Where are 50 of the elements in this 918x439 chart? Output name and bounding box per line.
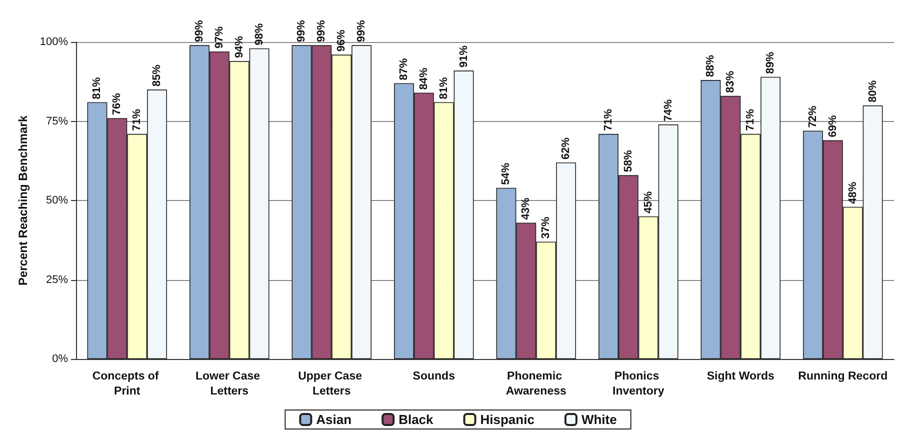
legend-label: Asian	[316, 412, 352, 427]
data-label: 71%	[602, 108, 614, 131]
data-label: 48%	[846, 182, 859, 204]
data-label: 85%	[151, 64, 164, 87]
data-label: 89%	[764, 52, 777, 74]
data-label: 62%	[560, 137, 572, 160]
data-label: 83%	[724, 70, 737, 93]
y-axis-title: Percent Reaching Benchmark	[16, 115, 30, 286]
x-tick-label: Concepts of Print	[92, 370, 162, 398]
y-tick-label: 0%	[52, 353, 68, 365]
data-label: 71%	[131, 108, 144, 131]
x-tick-label: Phonics Inventory	[612, 370, 665, 398]
data-label: 99%	[316, 20, 328, 42]
data-label: 43%	[520, 197, 532, 220]
data-label: 37%	[540, 216, 552, 239]
data-label: 74%	[662, 99, 674, 122]
data-label: 91%	[458, 45, 470, 68]
y-tick-label: 50%	[46, 194, 68, 206]
data-label: 99%	[356, 20, 368, 42]
data-label: 54%	[500, 162, 512, 185]
data-label: 96%	[336, 29, 348, 52]
x-tick-label: Running Record	[798, 370, 888, 382]
data-label: 99%	[193, 20, 206, 42]
data-label: 94%	[233, 36, 246, 58]
legend-label: Hispanic	[480, 412, 534, 427]
data-label: 58%	[622, 150, 634, 172]
data-label: 84%	[418, 67, 430, 90]
x-tick-label: Upper Case Letters	[298, 370, 366, 398]
x-tick-label: Phonemic Awareness	[506, 370, 566, 398]
data-label: 97%	[213, 26, 226, 49]
data-label: 81%	[438, 76, 450, 100]
y-tick-label: 100%	[40, 36, 68, 48]
legend-label: White	[581, 412, 617, 427]
x-tick-label: Lower Case Letters	[196, 370, 264, 398]
data-label: 80%	[866, 80, 879, 102]
data-label: 76%	[111, 92, 124, 116]
data-label: 98%	[253, 23, 266, 46]
data-label: 81%	[91, 76, 104, 100]
x-tick-label: Sight Words	[706, 370, 774, 382]
data-label: 87%	[398, 58, 410, 80]
data-label: 45%	[642, 191, 654, 214]
x-tick-label: Sounds	[412, 370, 455, 382]
data-label: 88%	[704, 54, 717, 78]
data-label: 72%	[806, 106, 819, 128]
y-tick-label: 25%	[46, 274, 68, 286]
data-label: 69%	[826, 115, 839, 138]
data-label: 71%	[744, 108, 757, 131]
data-label: 99%	[296, 20, 308, 42]
y-tick-label: 75%	[46, 115, 68, 128]
legend-label: Black	[398, 412, 434, 427]
